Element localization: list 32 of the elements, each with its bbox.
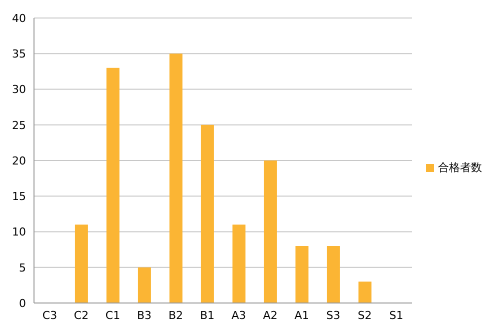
x-tick-label: C2 bbox=[74, 308, 89, 322]
x-tick-label: A3 bbox=[231, 308, 246, 322]
y-tick-label: 0 bbox=[19, 296, 26, 310]
y-tick-label: 40 bbox=[12, 12, 26, 25]
x-tick-label: B3 bbox=[136, 308, 152, 322]
bar bbox=[106, 68, 120, 303]
bar bbox=[74, 224, 88, 303]
bar bbox=[200, 124, 214, 303]
legend-label: 合格者数 bbox=[438, 161, 482, 174]
x-tick-label: B2 bbox=[168, 308, 184, 322]
x-tick-label: S1 bbox=[389, 308, 404, 322]
bar bbox=[358, 282, 372, 303]
y-tick-label: 35 bbox=[12, 48, 26, 61]
x-tick-label: S2 bbox=[358, 308, 372, 322]
bar bbox=[169, 54, 182, 303]
y-tick-label: 10 bbox=[12, 226, 26, 239]
y-tick-label: 30 bbox=[12, 83, 26, 96]
x-tick-label: A1 bbox=[294, 308, 310, 322]
y-tick-label: 15 bbox=[12, 190, 26, 204]
bar bbox=[232, 224, 246, 303]
x-tick-label: A2 bbox=[262, 308, 278, 322]
y-tick-label: 25 bbox=[12, 118, 26, 132]
bar bbox=[264, 160, 277, 303]
y-tick-label: 5 bbox=[19, 261, 26, 274]
x-tick-label: C3 bbox=[42, 308, 58, 322]
bar bbox=[295, 246, 308, 303]
bar bbox=[138, 267, 151, 303]
y-tick-label: 20 bbox=[12, 154, 26, 168]
x-tick-label: B1 bbox=[200, 308, 215, 322]
x-tick-label: C1 bbox=[105, 308, 120, 322]
x-tick-label: S3 bbox=[326, 308, 340, 322]
bar bbox=[326, 246, 340, 303]
